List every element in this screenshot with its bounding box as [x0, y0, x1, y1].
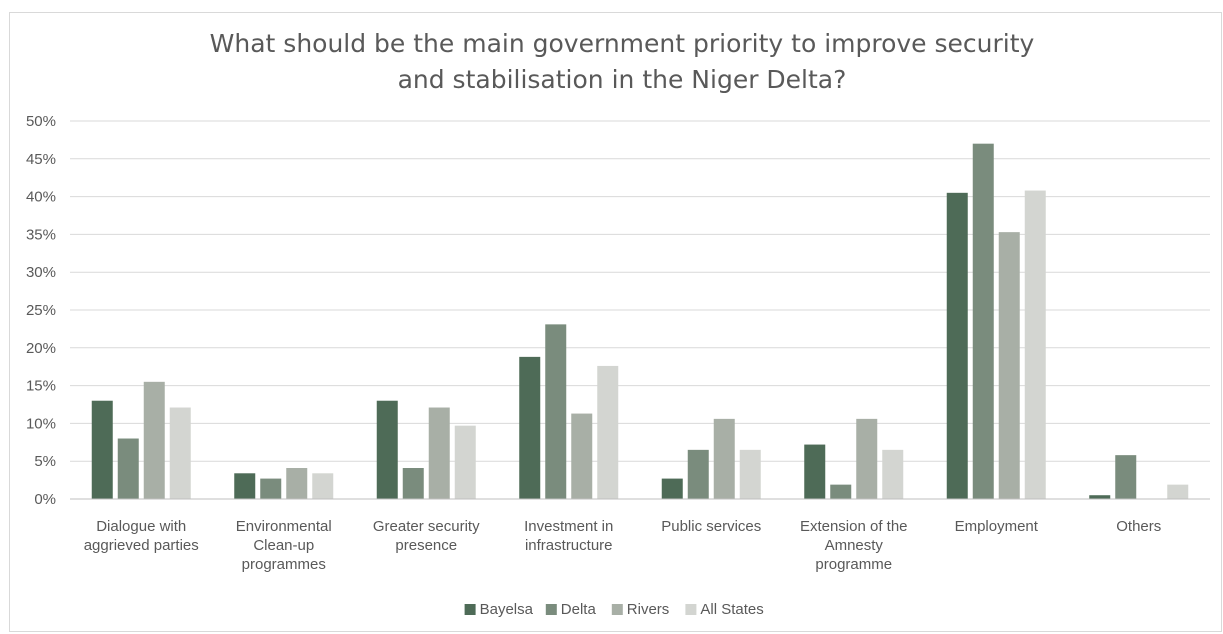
category-label: Extension of the Amnesty programme	[800, 518, 908, 573]
bar-rivers	[713, 418, 735, 499]
bar-all-states	[1024, 190, 1046, 499]
y-tick-label: 0%	[34, 491, 56, 508]
bar-all-states	[597, 365, 619, 499]
bar-bayelsa	[946, 192, 968, 499]
bar-all-states	[454, 425, 476, 499]
bars	[91, 143, 1189, 499]
bar-rivers	[428, 407, 450, 499]
bar-delta	[830, 484, 852, 499]
bar-delta	[972, 143, 994, 499]
y-tick-label: 20%	[26, 340, 56, 357]
gridlines	[70, 120, 1210, 462]
category-label: Others	[1116, 518, 1161, 535]
bar-all-states	[169, 407, 191, 499]
bar-rivers	[856, 418, 878, 499]
legend-label: Bayelsa	[480, 601, 534, 618]
bar-bayelsa	[91, 400, 113, 499]
bar-chart: What should be the main government prior…	[26, 29, 1210, 618]
chart-title: What should be the main government prior…	[210, 29, 1035, 94]
category-label: Employment	[955, 518, 1039, 535]
y-tick-label: 50%	[26, 113, 56, 130]
category-label: Environmental Clean-up programmes	[236, 518, 332, 573]
y-tick-label: 15%	[26, 378, 56, 395]
bar-bayelsa	[519, 356, 541, 499]
legend-item-bayelsa: Bayelsa	[464, 601, 534, 618]
y-tick-label: 30%	[26, 264, 56, 281]
legend-item-delta: Delta	[545, 601, 597, 618]
legend-item-all-states: All States	[685, 601, 764, 618]
bar-delta	[117, 438, 139, 499]
bar-all-states	[312, 473, 334, 499]
bar-rivers	[143, 381, 165, 499]
y-tick-label: 40%	[26, 189, 56, 206]
bar-delta	[687, 449, 709, 499]
legend-swatch	[545, 604, 557, 615]
legend-label: All States	[700, 601, 763, 618]
legend-label: Delta	[561, 601, 597, 618]
bar-rivers	[286, 468, 308, 499]
bar-delta	[1115, 455, 1137, 499]
legend-label: Rivers	[627, 601, 670, 618]
category-label: Dialogue with aggrieved parties	[84, 518, 199, 554]
bar-all-states	[1167, 484, 1189, 499]
legend-item-rivers: Rivers	[611, 601, 670, 618]
category-label: Public services	[661, 518, 761, 535]
y-tick-label: 10%	[26, 415, 56, 432]
y-tick-label: 25%	[26, 302, 56, 319]
legend-swatch	[685, 604, 697, 615]
bar-bayelsa	[1089, 495, 1111, 499]
y-tick-label: 5%	[34, 453, 56, 470]
bar-all-states	[882, 449, 904, 499]
bar-bayelsa	[376, 400, 398, 499]
y-axis-ticks: 0% 5% 10% 15% 20% 25% 30% 35% 40% 45% 50%	[26, 113, 56, 508]
bar-delta	[402, 468, 424, 499]
bar-delta	[545, 324, 567, 499]
y-tick-label: 45%	[26, 151, 56, 168]
bar-bayelsa	[804, 444, 826, 499]
bar-bayelsa	[234, 473, 256, 499]
y-tick-label: 35%	[26, 226, 56, 243]
category-label: Greater security presence	[373, 518, 480, 554]
legend: Bayelsa Delta Rivers All States	[464, 601, 764, 618]
bar-all-states	[739, 449, 761, 499]
bar-rivers	[998, 232, 1020, 499]
legend-swatch	[464, 604, 476, 615]
category-labels: Dialogue with aggrieved parties Environmen…	[84, 518, 1162, 573]
bar-delta	[260, 478, 282, 499]
chart-title-line: What should be the main government prior…	[210, 29, 1035, 58]
chart-title-line: and stabilisation in the Niger Delta?	[398, 65, 847, 94]
bar-bayelsa	[661, 478, 683, 499]
bar-rivers	[571, 413, 593, 499]
legend-swatch	[611, 604, 623, 615]
category-label: Investment in infrastructure	[524, 518, 613, 554]
chart-frame: What should be the main government prior…	[9, 12, 1222, 632]
